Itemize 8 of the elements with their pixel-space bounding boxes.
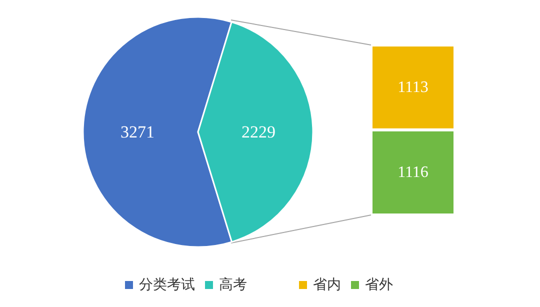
legend-label: 省内 xyxy=(313,277,341,293)
data-label: 1113 xyxy=(398,78,428,96)
data-label: 3271 xyxy=(120,122,154,142)
data-label: 2229 xyxy=(242,122,276,142)
data-label: 1116 xyxy=(398,164,428,181)
legend-label: 分类考试 xyxy=(139,277,195,293)
legend-label: 省外 xyxy=(365,277,393,293)
legend-label: 高考 xyxy=(219,277,247,293)
